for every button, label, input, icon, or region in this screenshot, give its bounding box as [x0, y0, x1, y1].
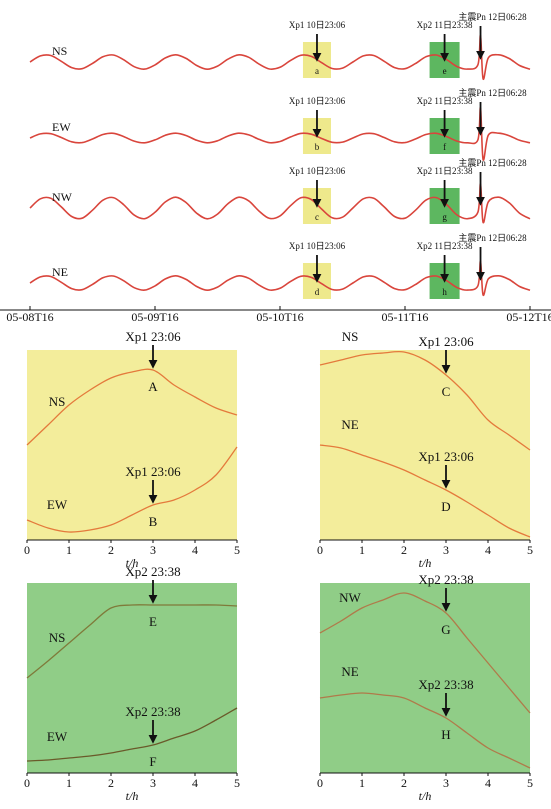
x-tick-label: 0: [317, 543, 323, 557]
box-letter: g: [442, 212, 447, 222]
event-label: Xp1 23:06: [418, 449, 474, 464]
x-tick-label: 1: [66, 776, 72, 790]
x-axis-label: t/h: [126, 556, 139, 570]
x-tick-label: 1: [66, 543, 72, 557]
box-letter: d: [315, 287, 320, 297]
series-line: [319, 592, 531, 714]
event-label: Xp1 10日23:06: [289, 166, 346, 176]
x-axis-label: t/h: [419, 789, 432, 803]
series-name: EW: [47, 497, 68, 512]
x-tick-label: 5: [234, 543, 240, 557]
series-line: [319, 444, 531, 538]
series-name: NS: [342, 329, 359, 344]
panel-background: [27, 583, 237, 773]
event-label: Xp2 23:38: [418, 572, 473, 587]
event-label: Xp1 23:06: [125, 329, 181, 344]
x-tick-label: 3: [443, 543, 449, 557]
panel-background: [320, 350, 530, 540]
x-tick-label: 3: [150, 776, 156, 790]
x-tick-label: 05-08T16: [6, 310, 53, 324]
box-letter: f: [443, 142, 446, 152]
panel-background: [320, 583, 530, 773]
event-label: 主震Pn 12日06:28: [458, 157, 527, 168]
x-tick-label: 05-11T16: [382, 310, 429, 324]
x-tick-label: 05-10T16: [256, 310, 303, 324]
x-tick-label: 5: [527, 543, 533, 557]
event-label: Xp1 23:06: [125, 464, 181, 479]
x-tick-label: 05-09T16: [131, 310, 178, 324]
box-letter: c: [315, 212, 319, 222]
event-label: Xp2 11日23:38: [417, 166, 473, 176]
box-letter: b: [315, 142, 320, 152]
event-label: Xp1 10日23:06: [289, 96, 346, 106]
event-label: 主震Pn 12日06:28: [458, 11, 527, 22]
trace-line: [29, 260, 531, 297]
x-tick-label: 3: [443, 776, 449, 790]
x-tick-label: 2: [108, 776, 114, 790]
trace-line: [29, 107, 531, 161]
series-name: EW: [47, 729, 68, 744]
series-line: [26, 707, 238, 762]
trace-line: [29, 34, 531, 80]
series-name: NS: [52, 44, 67, 58]
x-tick-label: 05-12T16: [506, 310, 551, 324]
series-name: NW: [52, 190, 73, 204]
event-letter: C: [442, 384, 451, 399]
x-tick-label: 1: [359, 543, 365, 557]
x-tick-label: 4: [485, 776, 491, 790]
x-tick-label: 4: [192, 543, 198, 557]
trace-line: [29, 183, 531, 224]
event-letter: G: [441, 622, 450, 637]
panel-background: [27, 350, 237, 540]
event-label: Xp2 11日23:38: [417, 241, 473, 251]
event-label: 主震Pn 12日06:28: [458, 232, 527, 243]
x-tick-label: 3: [150, 543, 156, 557]
x-tick-label: 5: [234, 776, 240, 790]
box-letter: e: [443, 66, 447, 76]
series-name: NS: [49, 394, 66, 409]
event-letter: F: [149, 754, 156, 769]
event-letter: E: [149, 614, 157, 629]
x-tick-label: 5: [527, 776, 533, 790]
x-tick-label: 0: [317, 776, 323, 790]
event-letter: A: [148, 379, 158, 394]
x-tick-label: 0: [24, 543, 30, 557]
series-line: [26, 604, 238, 679]
event-label: Xp1 10日23:06: [289, 20, 346, 30]
x-tick-label: 1: [359, 776, 365, 790]
event-label: Xp1 10日23:06: [289, 241, 346, 251]
series-name: NE: [341, 417, 358, 432]
event-label: Xp2 23:38: [418, 677, 473, 692]
series-name: NS: [49, 630, 66, 645]
series-line: [319, 350, 531, 451]
x-axis-label: t/h: [126, 789, 139, 803]
box-letter: h: [442, 287, 447, 297]
x-axis-label: t/h: [419, 556, 432, 570]
event-label: Xp2 11日23:38: [417, 20, 473, 30]
series-name: NE: [341, 664, 358, 679]
x-tick-label: 2: [401, 543, 407, 557]
event-label: Xp1 23:06: [418, 334, 474, 349]
event-letter: D: [441, 499, 450, 514]
series-name: NW: [339, 590, 361, 605]
series-line: [26, 368, 238, 446]
x-tick-label: 4: [485, 543, 491, 557]
x-tick-label: 4: [192, 776, 198, 790]
series-name: EW: [52, 120, 71, 134]
event-label: Xp2 23:38: [125, 704, 180, 719]
x-tick-label: 2: [401, 776, 407, 790]
event-letter: B: [149, 514, 158, 529]
event-label: Xp2 11日23:38: [417, 96, 473, 106]
box-letter: a: [315, 66, 319, 76]
event-letter: H: [441, 727, 450, 742]
x-tick-label: 0: [24, 776, 30, 790]
event-label: 主震Pn 12日06:28: [458, 87, 527, 98]
series-name: NE: [52, 265, 68, 279]
series-line: [26, 446, 238, 533]
event-label: Xp2 23:38: [125, 564, 180, 579]
series-line: [319, 692, 531, 769]
x-tick-label: 2: [108, 543, 114, 557]
